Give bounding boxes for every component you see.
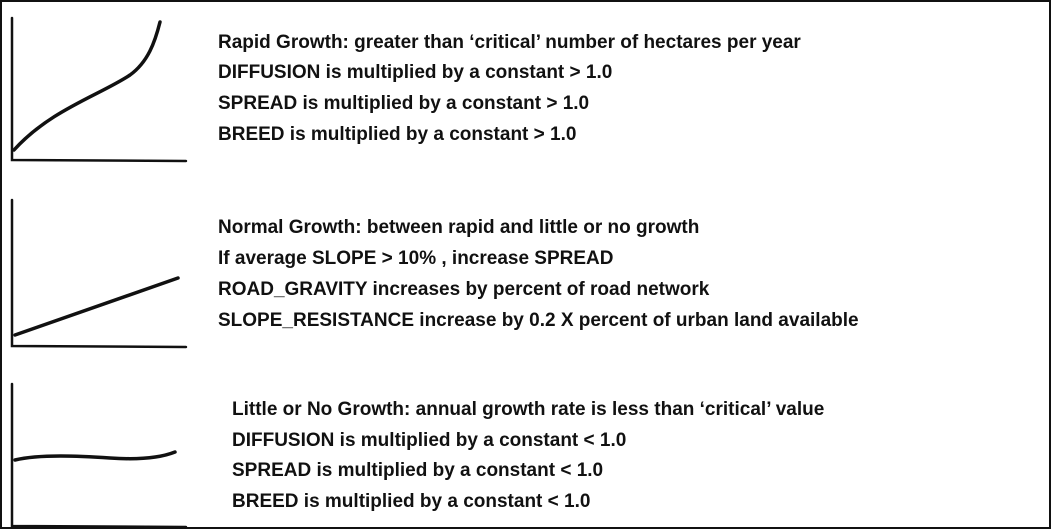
- curve: [12, 20, 162, 152]
- normal-growth-sketch: [10, 198, 188, 349]
- rule: SPREAD is multiplied by a constant > 1.0: [218, 93, 589, 114]
- rule: SLOPE_RESISTANCE increase by 0.2 X perce…: [218, 310, 859, 331]
- rapid-growth-sketch: [10, 16, 188, 163]
- axes: [10, 16, 188, 163]
- heading: Little or No Growth: annual growth rate …: [232, 399, 824, 420]
- axes: [10, 382, 188, 529]
- little-growth-text: Little or No Growth: annual growth rate …: [232, 399, 824, 512]
- heading: Rapid Growth: greater than ‘critical’ nu…: [218, 32, 801, 53]
- curve: [13, 276, 180, 337]
- little-growth-sketch: [10, 382, 188, 529]
- rapid-growth-text: Rapid Growth: greater than ‘critical’ nu…: [218, 32, 801, 145]
- rule: BREED is multiplied by a constant > 1.0: [218, 124, 576, 145]
- normal-growth-text: Normal Growth: between rapid and little …: [218, 217, 859, 331]
- rule: ROAD_GRAVITY increases by percent of roa…: [218, 279, 710, 300]
- rule: If average SLOPE > 10% , increase SPREAD: [218, 248, 614, 269]
- rule: DIFFUSION is multiplied by a constant > …: [218, 62, 612, 83]
- rule: SPREAD is multiplied by a constant < 1.0: [232, 460, 603, 481]
- heading: Normal Growth: between rapid and little …: [218, 217, 699, 238]
- axes: [10, 198, 188, 349]
- curve: [13, 450, 177, 462]
- rule: BREED is multiplied by a constant < 1.0: [232, 491, 590, 512]
- rule: DIFFUSION is multiplied by a constant < …: [232, 430, 626, 451]
